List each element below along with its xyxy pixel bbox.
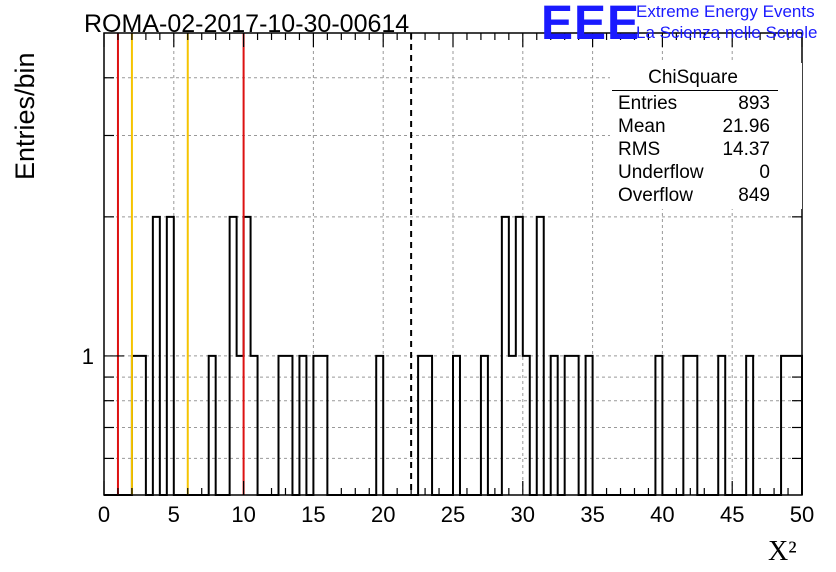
stats-label: Underflow bbox=[618, 162, 704, 183]
stats-row-rms: RMS 14.37 bbox=[618, 139, 770, 161]
stats-value: 0 bbox=[759, 162, 770, 183]
y-axis-label-wrap: Entries/bin bbox=[4, 52, 44, 190]
y-tick-label: 1 bbox=[82, 344, 94, 369]
stats-value: 21.96 bbox=[722, 116, 770, 137]
logo-line-1: Extreme Energy Events bbox=[636, 2, 815, 21]
x-tick-label: 15 bbox=[301, 502, 325, 527]
stats-box: ChiSquare Entries 893 Mean 21.96 RMS 14.… bbox=[610, 63, 802, 209]
stats-value: 893 bbox=[738, 93, 770, 114]
x-tick-label: 25 bbox=[441, 502, 465, 527]
x-tick-label: 45 bbox=[720, 502, 744, 527]
x-tick-label: 5 bbox=[168, 502, 180, 527]
stats-row-overflow: Overflow 849 bbox=[618, 185, 770, 207]
stats-label: Entries bbox=[618, 93, 678, 114]
x-tick-label: 10 bbox=[231, 502, 255, 527]
x-tick-label: 35 bbox=[580, 502, 604, 527]
stats-row-entries: Entries 893 bbox=[618, 93, 770, 115]
x-tick-label: 40 bbox=[650, 502, 674, 527]
logo-line-2: La Scienza nelle Scuole bbox=[636, 23, 818, 42]
stats-label: RMS bbox=[618, 139, 661, 160]
y-axis-label: Entries/bin bbox=[10, 52, 40, 180]
stats-value: 14.37 bbox=[722, 139, 770, 160]
x-tick-label: 30 bbox=[511, 502, 535, 527]
stats-row-mean: Mean 21.96 bbox=[618, 116, 770, 138]
x-tick-label: 0 bbox=[98, 502, 110, 527]
stats-title: ChiSquare bbox=[648, 67, 738, 88]
x-tick-label: 50 bbox=[790, 502, 814, 527]
stats-label: Mean bbox=[618, 116, 666, 137]
x-axis-label: X² bbox=[768, 536, 797, 567]
stats-value: 849 bbox=[738, 185, 770, 206]
stats-divider bbox=[612, 90, 778, 91]
stats-row-underflow: Underflow 0 bbox=[618, 162, 770, 184]
chart-title: ROMA-02-2017-10-30-00614 bbox=[84, 10, 410, 38]
eee-logo: EEE bbox=[541, 0, 641, 50]
x-tick-label: 20 bbox=[371, 502, 395, 527]
histogram-series bbox=[104, 215, 803, 496]
stats-label: Overflow bbox=[618, 185, 693, 206]
